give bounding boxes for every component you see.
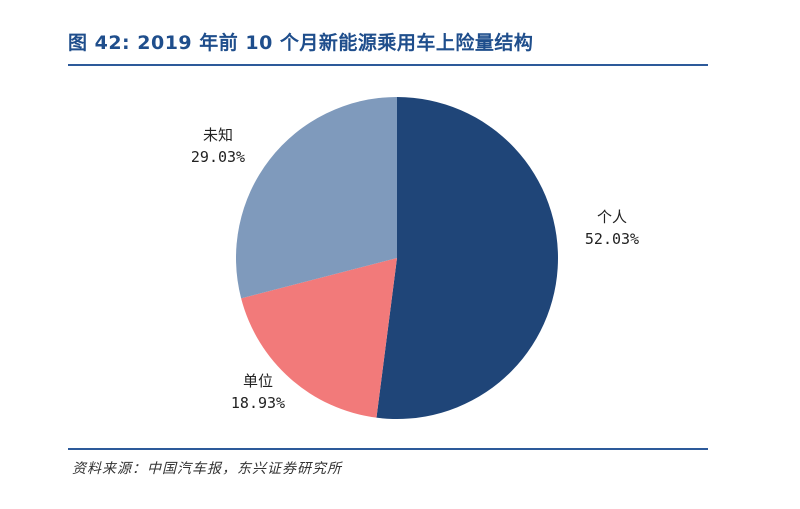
slice-category-label: 未知 bbox=[203, 126, 233, 144]
pie-slice-1 bbox=[376, 97, 558, 419]
bottom-divider bbox=[68, 448, 708, 450]
slice-value-label: 52.03% bbox=[585, 230, 639, 248]
pie-labels: 个人 52.03% 单位 18.93% 未知 29.03% bbox=[191, 126, 639, 412]
top-divider bbox=[68, 64, 708, 66]
slice-value-label: 29.03% bbox=[191, 148, 245, 166]
pie-slice-3 bbox=[235, 97, 397, 299]
pie-slice-2 bbox=[241, 258, 397, 418]
chart-title: 图 42: 2019 年前 10 个月新能源乘用车上险量结构 bbox=[68, 32, 534, 54]
slice-category-label: 单位 bbox=[243, 372, 273, 390]
source-note: 资料来源：中国汽车报，东兴证券研究所 bbox=[72, 461, 342, 477]
slice-category-label: 个人 bbox=[597, 208, 627, 226]
slice-value-label: 18.93% bbox=[231, 394, 285, 412]
pie-slices bbox=[235, 97, 558, 419]
